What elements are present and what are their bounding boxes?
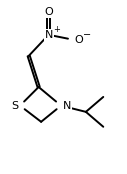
Text: O: O xyxy=(44,7,53,17)
Text: O: O xyxy=(74,35,83,45)
Text: N: N xyxy=(44,30,53,40)
Text: −: − xyxy=(83,30,91,40)
Text: N: N xyxy=(62,101,71,111)
Text: S: S xyxy=(11,101,18,111)
Text: +: + xyxy=(53,25,60,34)
